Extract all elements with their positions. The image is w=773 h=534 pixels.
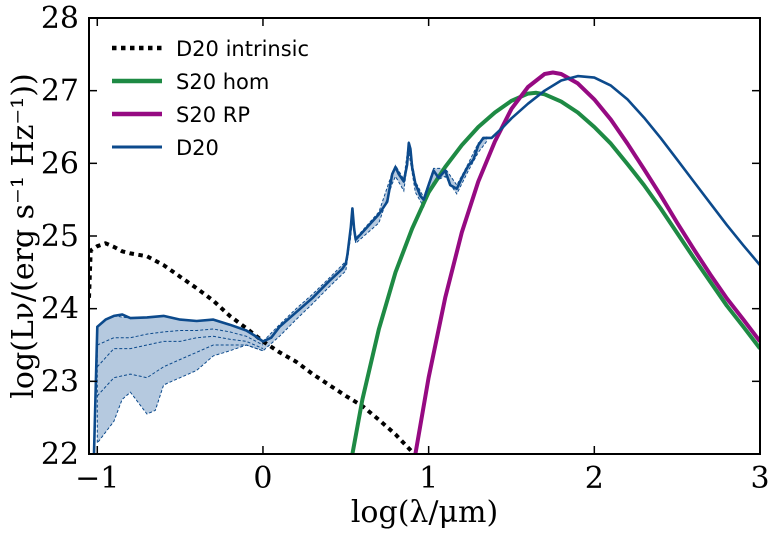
- y-tick-label: 24: [41, 292, 79, 327]
- x-tick-label: 3: [750, 461, 769, 496]
- band-inner-line-1: [97, 328, 264, 346]
- y-tick-label: 22: [41, 437, 79, 472]
- band-area: [96, 136, 488, 445]
- legend-label-d20: D20: [176, 136, 219, 160]
- legend: D20 intrinsic S20 hom S20 RP D20: [112, 37, 309, 160]
- legend-label-d20-intrinsic: D20 intrinsic: [176, 37, 309, 61]
- legend-label-s20-hom: S20 hom: [176, 70, 269, 94]
- x-tick-label: 0: [253, 461, 272, 496]
- x-tick-label: 1: [419, 461, 438, 496]
- y-tick-label: 23: [41, 364, 79, 399]
- x-tick-label: −1: [75, 461, 119, 496]
- series-line-d20-intrinsic: [89, 241, 418, 454]
- y-tick-label: 25: [41, 219, 79, 254]
- series-line-d20: [92, 74, 760, 454]
- shaded-range-band: [96, 136, 488, 445]
- band-inner-line-3: [96, 344, 264, 397]
- y-axis-label: log(Lν/(erg s⁻¹ Hz⁻¹)): [6, 73, 41, 398]
- series-layer: [89, 70, 760, 454]
- y-tick-label: 28: [41, 1, 79, 36]
- series-line-s20-hom: [350, 90, 760, 454]
- x-axis-label: log(λ/μm): [351, 495, 498, 530]
- legend-label-s20-rp: S20 RP: [176, 103, 250, 127]
- y-tick-label: 26: [41, 146, 79, 181]
- y-tick-label: 27: [41, 74, 79, 109]
- band-inner-line-2: [96, 335, 264, 368]
- series-line-s20-rp: [413, 70, 760, 454]
- x-tick-label: 2: [585, 461, 604, 496]
